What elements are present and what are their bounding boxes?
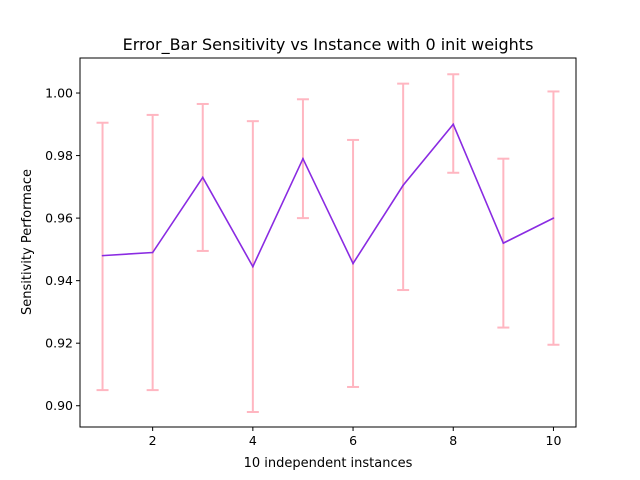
x-axis-label: 10 independent instances	[244, 456, 413, 471]
data-point	[302, 157, 304, 160]
y-tick-label: 0.90	[45, 398, 73, 413]
data-point	[552, 217, 555, 219]
x-tick-label: 8	[449, 433, 457, 448]
data-point	[101, 254, 104, 257]
series-line	[102, 122, 554, 269]
y-tick-label: 0.96	[45, 211, 73, 226]
plot-area-frame	[79, 57, 577, 428]
x-tick-label: 6	[349, 433, 357, 448]
plot-content	[96, 73, 560, 413]
y-tick-label: 0.92	[45, 336, 73, 351]
data-point	[201, 176, 204, 179]
x-tick-label: 2	[149, 433, 157, 448]
y-axis-ticks: 0.90 0.92 0.94 0.96 0.98 1.00	[45, 86, 80, 413]
data-point	[352, 262, 354, 265]
data-point	[452, 123, 455, 126]
y-tick-label: 1.00	[45, 86, 73, 101]
x-tick-label: 10	[546, 433, 562, 448]
y-axis-label: Sensitivity Performace	[20, 169, 35, 315]
data-point	[151, 251, 154, 254]
error-bar	[397, 82, 410, 292]
data-point	[502, 242, 505, 244]
y-tick-label: 0.94	[45, 273, 73, 288]
data-point	[402, 184, 404, 187]
chart-title: Error_Bar Sensitivity vs Instance with 0…	[123, 35, 534, 55]
x-tick-label: 4	[249, 433, 257, 448]
x-axis-ticks: 2 4 6 8 10	[149, 427, 562, 448]
data-point	[252, 265, 254, 268]
y-tick-label: 0.98	[45, 148, 73, 163]
